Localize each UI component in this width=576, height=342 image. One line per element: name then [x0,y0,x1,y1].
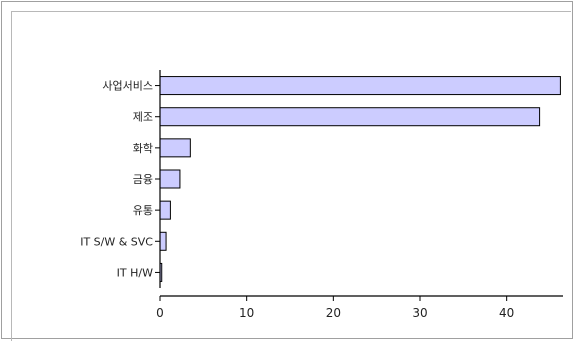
y-tick-label-3: 금융 [133,173,153,186]
y-tick-label-0: 사업서비스 [102,80,153,93]
chart-inner-border [11,11,571,341]
y-tick-label-6: IT H/W [117,266,153,279]
x-axis: 0 10 20 30 40 [156,295,563,320]
bar-5 [159,231,167,251]
x-tick-label-1: 10 [239,306,254,320]
x-tick-label-2: 20 [326,306,341,320]
bars-group [159,76,561,282]
y-tick-label-5: IT S/W & SVC [80,235,153,248]
bar-1 [159,107,541,127]
bar-4 [159,200,171,220]
x-tick-label-3: 30 [412,306,427,320]
x-tick-label-4: 40 [499,306,514,320]
bar-0 [159,76,561,96]
x-tick-label-0: 0 [156,306,164,320]
y-tick-label-2: 화학 [133,142,153,155]
bar-2 [159,138,191,158]
y-tick-label-4: 유통 [133,204,153,217]
bar-3 [159,169,181,189]
y-tick-label-1: 제조 [133,111,153,124]
